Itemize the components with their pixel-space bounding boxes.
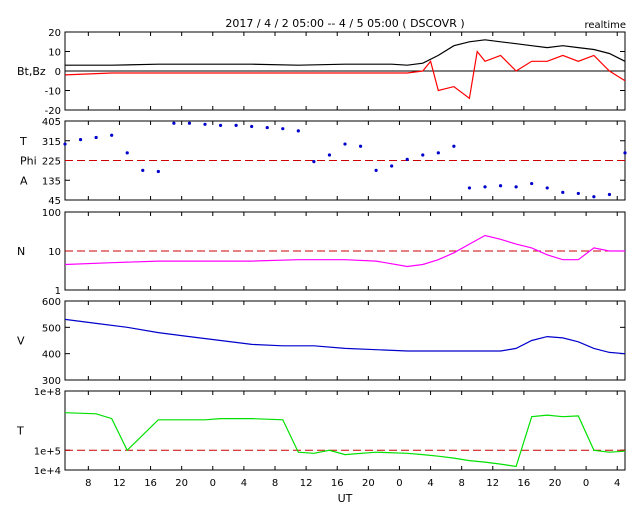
- data-point: [530, 181, 534, 186]
- y-tick-label: 1e+5: [34, 446, 61, 457]
- y-axis-label: N: [17, 245, 25, 258]
- y-axis-label: T: [16, 425, 24, 438]
- data-point: [483, 185, 487, 189]
- data-point: [390, 164, 394, 168]
- series-line-bz: [64, 50, 626, 100]
- y-tick-label: -10: [45, 87, 61, 98]
- x-tick-label: 4: [241, 478, 247, 489]
- y-tick-label: 20: [48, 28, 61, 39]
- data-point: [358, 144, 363, 148]
- data-point: [203, 122, 207, 126]
- series-line-n: [64, 234, 625, 268]
- x-tick-label: 12: [113, 478, 126, 489]
- series-line-bt: [65, 39, 626, 66]
- x-tick-label: 20: [549, 478, 562, 489]
- y-axis-label: T: [19, 135, 27, 148]
- y-axis-label: V: [17, 335, 25, 348]
- data-point: [436, 151, 440, 155]
- x-tick-label: 8: [85, 478, 91, 489]
- x-tick-label: 16: [331, 478, 344, 489]
- y-tick-label: 315: [42, 137, 61, 148]
- y-tick-label: 10: [48, 48, 61, 59]
- y-tick-label: -20: [45, 106, 61, 117]
- y-tick-label: 100: [42, 208, 61, 219]
- data-point: [405, 157, 409, 162]
- x-tick-label: 16: [518, 478, 531, 489]
- data-point: [374, 168, 378, 172]
- x-tick-label: 0: [210, 478, 216, 489]
- data-point: [250, 124, 254, 129]
- data-point: [110, 133, 114, 137]
- y-tick-label: 405: [42, 117, 61, 128]
- data-point: [498, 184, 503, 188]
- x-tick-label: 20: [362, 478, 375, 489]
- data-point: [421, 153, 425, 157]
- data-point: [296, 129, 300, 133]
- data-point: [452, 144, 456, 148]
- data-point: [156, 169, 160, 174]
- x-tick-label: 12: [300, 478, 313, 489]
- series-line-v: [64, 318, 626, 355]
- y-axis-label: Bt,Bz: [17, 65, 46, 78]
- data-point: [187, 121, 192, 125]
- data-point: [218, 123, 223, 127]
- x-tick-label: 4: [614, 478, 620, 489]
- data-point: [623, 151, 627, 155]
- realtime-label: realtime: [584, 20, 626, 31]
- x-tick-label: 12: [486, 478, 499, 489]
- x-axis-label: UT: [338, 492, 353, 505]
- data-point: [467, 186, 472, 190]
- data-point: [592, 195, 596, 199]
- y-tick-label: 1e+4: [34, 466, 61, 477]
- series-line-t: [64, 412, 626, 468]
- y-axis-label: Phi: [20, 155, 37, 168]
- panel-frame: [64, 300, 626, 381]
- data-point: [607, 192, 612, 197]
- y-tick-label: 0: [55, 67, 61, 78]
- y-tick-label: 400: [42, 350, 61, 361]
- data-point: [312, 159, 316, 164]
- y-axis-label: A: [20, 174, 28, 187]
- y-tick-label: 45: [48, 196, 61, 207]
- data-point: [172, 121, 176, 125]
- data-point: [63, 142, 67, 146]
- data-point: [514, 185, 518, 189]
- data-point: [125, 151, 129, 155]
- data-point: [94, 135, 98, 140]
- chart-panels: 20100-10-20Bt,Bz40531522513545TPhiA10010…: [16, 28, 627, 489]
- x-tick-label: 8: [272, 478, 278, 489]
- x-tick-label: 8: [458, 478, 464, 489]
- x-tick-label: 16: [144, 478, 157, 489]
- y-tick-label: 1: [55, 286, 61, 297]
- data-point: [234, 123, 238, 127]
- y-tick-label: 600: [42, 297, 61, 308]
- chart-title: 2017 / 4 / 2 05:00 -- 4 / 5 05:00 ( DSCO…: [225, 17, 464, 30]
- y-tick-label: 225: [42, 157, 61, 168]
- y-tick-label: 1e+8: [34, 387, 61, 398]
- panel-frame: [64, 390, 626, 471]
- x-tick-label: 4: [427, 478, 433, 489]
- x-tick-label: 0: [583, 478, 589, 489]
- data-point: [343, 142, 347, 146]
- data-point: [327, 153, 332, 157]
- y-tick-label: 300: [42, 376, 61, 387]
- data-point: [141, 168, 145, 172]
- data-point: [265, 125, 269, 130]
- data-point: [78, 138, 83, 142]
- data-point: [561, 190, 565, 194]
- x-tick-label: 20: [175, 478, 188, 489]
- y-tick-label: 135: [42, 176, 61, 187]
- data-point: [545, 186, 549, 190]
- x-tick-label: 0: [396, 478, 402, 489]
- y-tick-label: 500: [42, 323, 61, 334]
- y-tick-label: 10: [48, 247, 61, 258]
- data-point: [281, 127, 285, 131]
- data-point: [576, 191, 580, 196]
